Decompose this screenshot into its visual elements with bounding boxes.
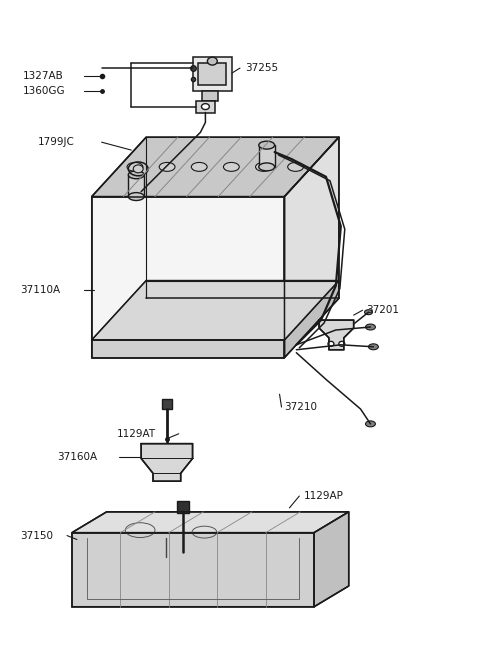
Text: 37150: 37150 [21,531,54,541]
Polygon shape [141,443,192,481]
Polygon shape [203,91,218,101]
Polygon shape [72,512,349,533]
Bar [177,501,189,513]
Ellipse shape [202,104,209,110]
Text: 1799JC: 1799JC [37,137,74,147]
Bar [259,145,275,167]
Ellipse shape [159,162,175,171]
Text: 1129AP: 1129AP [304,491,344,501]
Text: 1129AT: 1129AT [117,429,156,439]
Polygon shape [199,63,226,85]
Polygon shape [195,101,216,112]
Ellipse shape [259,141,275,149]
Polygon shape [285,281,339,357]
Polygon shape [92,281,339,340]
Ellipse shape [128,193,144,200]
Ellipse shape [224,162,239,171]
Ellipse shape [259,163,275,171]
Ellipse shape [128,171,144,179]
Ellipse shape [366,421,375,427]
Bar [162,399,172,409]
Text: 37201: 37201 [367,306,399,315]
Polygon shape [285,137,339,340]
Text: 37255: 37255 [245,63,278,73]
Ellipse shape [339,342,345,346]
Polygon shape [92,196,285,340]
Polygon shape [92,340,285,357]
Ellipse shape [133,165,143,173]
Ellipse shape [192,162,207,171]
Bar [128,175,144,196]
Polygon shape [72,533,314,607]
Polygon shape [319,320,354,350]
Polygon shape [314,512,349,607]
Polygon shape [92,137,339,196]
Text: 37160A: 37160A [57,451,97,461]
Ellipse shape [255,162,271,171]
Text: 37210: 37210 [285,402,317,412]
Ellipse shape [288,162,303,171]
Ellipse shape [369,344,378,350]
Ellipse shape [127,162,143,171]
Ellipse shape [364,309,372,315]
Text: 1327AB: 1327AB [23,71,63,81]
Text: 37110A: 37110A [21,285,60,296]
Ellipse shape [328,342,334,346]
Ellipse shape [207,57,217,65]
Polygon shape [192,57,232,91]
Ellipse shape [366,324,375,330]
Text: 1360GG: 1360GG [23,86,65,96]
